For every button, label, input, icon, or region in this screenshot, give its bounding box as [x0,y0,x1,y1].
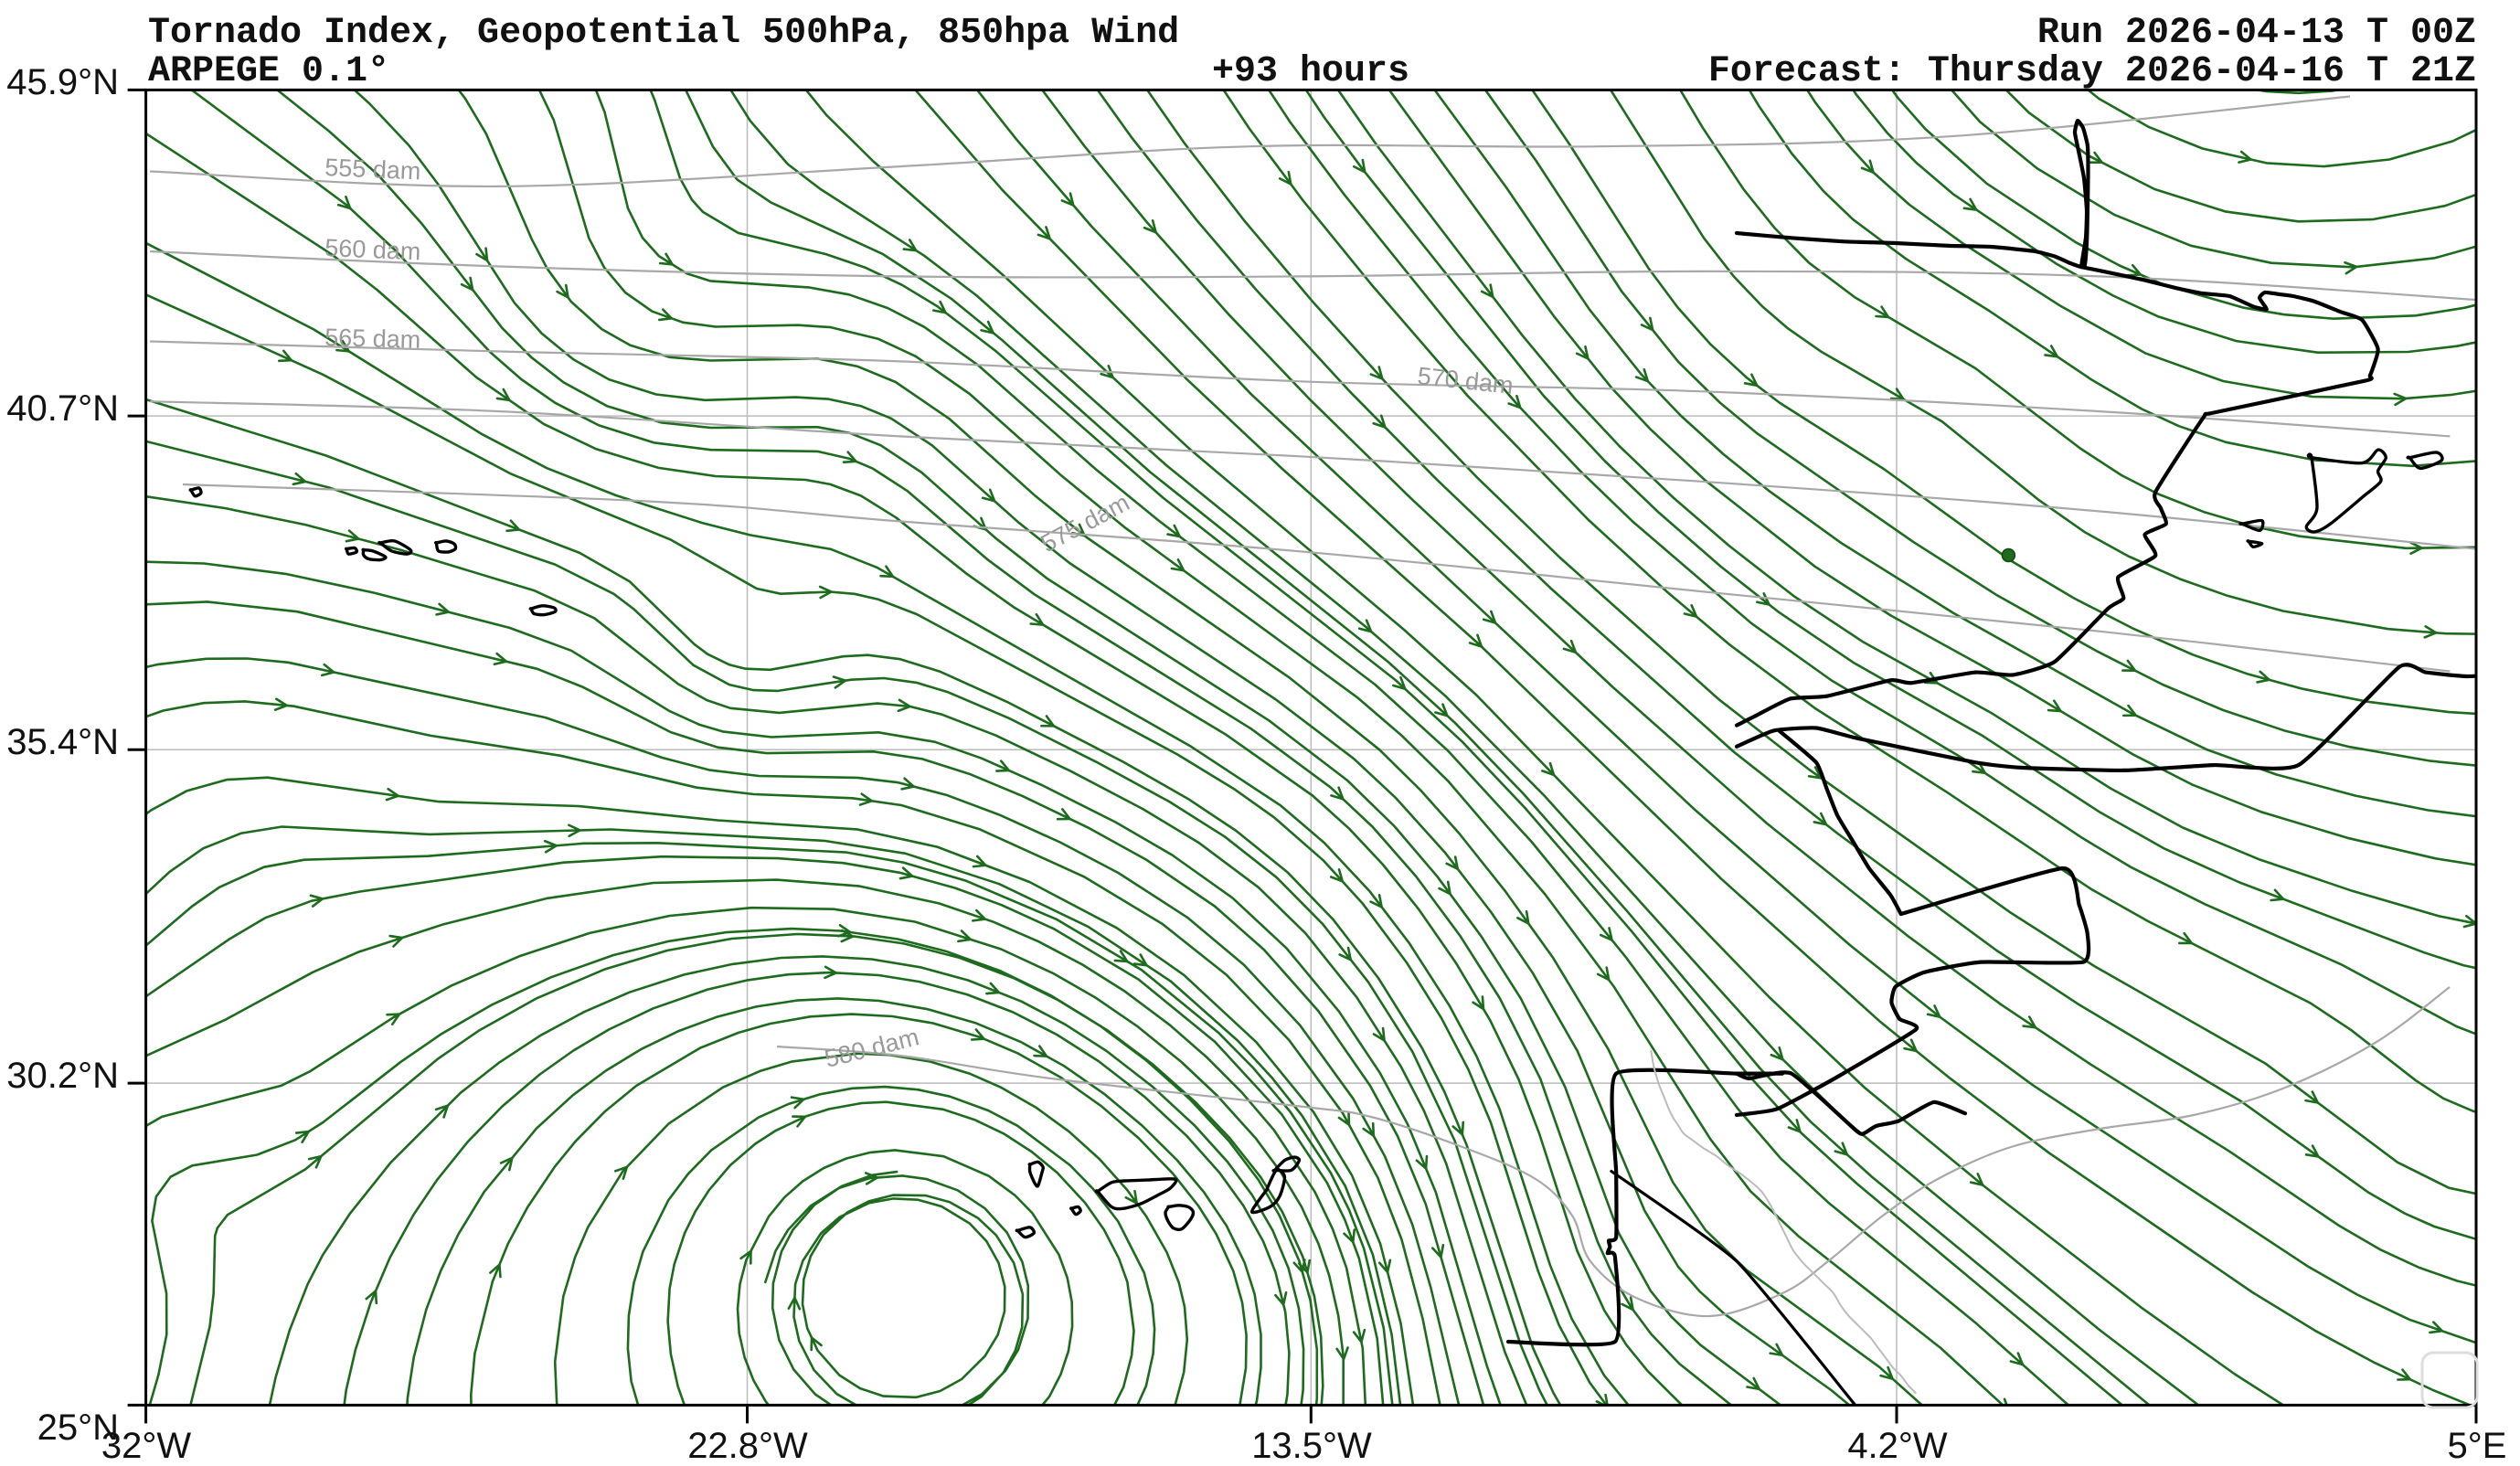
svg-text:555 dam: 555 dam [324,154,421,185]
svg-text:570 dam: 570 dam [1416,362,1515,399]
svg-text:580 dam: 580 dam [822,1023,921,1073]
svg-text:560 dam: 560 dam [324,234,421,265]
svg-text:565 dam: 565 dam [324,324,421,354]
